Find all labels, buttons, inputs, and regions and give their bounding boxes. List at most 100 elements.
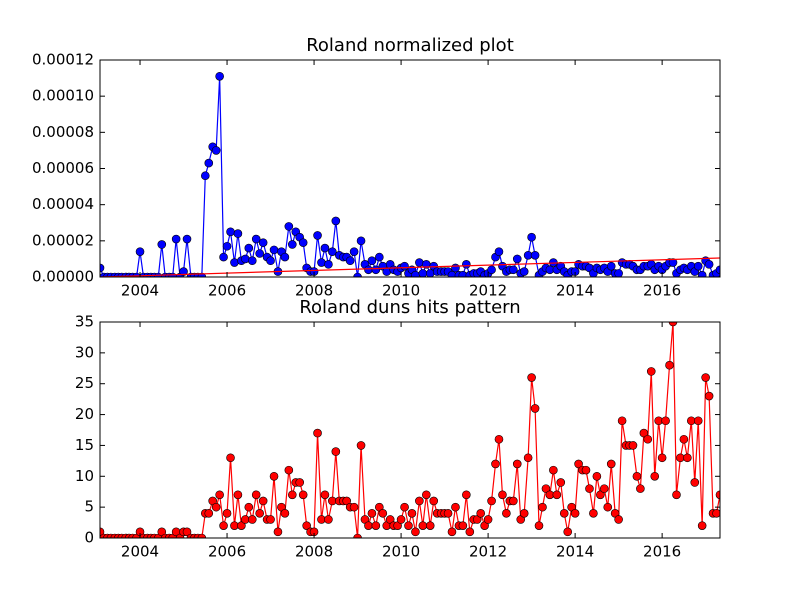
data-point <box>462 490 471 500</box>
x-tick-label: 2004 <box>121 282 159 300</box>
data-point <box>487 496 496 506</box>
data-point <box>284 465 294 475</box>
data-point <box>715 490 720 500</box>
data-point <box>614 269 623 277</box>
data-point <box>258 496 268 506</box>
data-point <box>527 232 536 242</box>
data-point <box>157 240 167 249</box>
data-point <box>672 490 681 500</box>
data-point <box>313 231 322 240</box>
data-point <box>429 496 439 506</box>
data-point <box>135 247 145 256</box>
y-tick-label: 0.00000 <box>32 268 94 286</box>
data-point <box>415 496 424 506</box>
data-point <box>215 71 224 81</box>
data-point <box>364 265 373 275</box>
data-point <box>701 373 710 382</box>
data-point <box>331 447 341 456</box>
data-point <box>476 509 486 518</box>
data-point <box>269 471 279 481</box>
data-line <box>100 76 720 277</box>
data-point <box>182 234 192 244</box>
data-point <box>233 229 243 238</box>
data-point <box>498 490 507 500</box>
data-line <box>100 322 720 538</box>
data-point <box>375 252 384 262</box>
y-tick-label: 0.00008 <box>32 123 94 141</box>
plot-area <box>100 322 720 538</box>
data-point <box>549 465 558 475</box>
data-point <box>657 453 667 463</box>
data-line <box>100 257 720 277</box>
data-point <box>273 527 283 537</box>
data-point <box>712 509 720 518</box>
data-point <box>269 245 279 255</box>
x-tick-label: 2006 <box>208 282 246 300</box>
x-tick-label: 2008 <box>295 543 333 561</box>
x-tick-label: 2010 <box>382 282 420 300</box>
data-point <box>603 502 613 512</box>
data-point <box>353 533 362 538</box>
data-point <box>451 263 460 273</box>
data-point <box>226 453 235 463</box>
data-point <box>693 261 703 271</box>
data-point <box>628 441 638 450</box>
data-point <box>592 471 602 481</box>
data-point <box>530 251 540 260</box>
data-point <box>559 509 569 518</box>
y-tick-label: 25 <box>75 374 94 392</box>
x-tick-label: 2004 <box>121 543 159 561</box>
data-point <box>465 527 475 537</box>
y-tick-label: 30 <box>75 343 94 361</box>
data-point <box>451 502 460 512</box>
data-point <box>589 509 598 518</box>
data-point <box>404 521 413 530</box>
y-tick-label: 0.00012 <box>32 51 94 69</box>
data-point <box>396 515 406 524</box>
data-point <box>519 267 529 276</box>
data-point <box>244 502 254 512</box>
data-point <box>215 490 224 500</box>
data-point <box>247 256 257 266</box>
data-point <box>204 158 214 168</box>
data-point <box>422 490 431 500</box>
data-point <box>668 258 678 267</box>
x-tick-label: 2014 <box>556 543 594 561</box>
data-point <box>400 502 409 512</box>
x-tick-label: 2006 <box>208 543 246 561</box>
data-point <box>204 509 214 518</box>
data-point <box>302 521 311 530</box>
y-tick-label: 0.00006 <box>32 159 94 177</box>
data-point <box>458 521 468 530</box>
y-tick-label: 10 <box>75 467 94 485</box>
data-point <box>715 265 720 275</box>
data-point <box>251 490 261 500</box>
data-point <box>222 509 232 518</box>
y-tick-label: 0.00004 <box>32 195 94 213</box>
data-point <box>345 256 355 266</box>
data-point <box>487 265 496 275</box>
data-point <box>280 509 290 518</box>
y-tick-label: 0 <box>84 529 94 547</box>
data-point <box>284 222 294 231</box>
data-point <box>349 247 359 256</box>
data-point <box>331 216 341 226</box>
data-point <box>298 238 308 247</box>
data-point <box>233 490 243 500</box>
data-point <box>646 367 656 376</box>
x-tick-label: 2012 <box>469 543 507 561</box>
data-point <box>530 404 540 413</box>
data-point <box>447 527 457 537</box>
data-point <box>632 471 642 481</box>
axes-frame <box>99 321 721 539</box>
data-point <box>211 146 221 155</box>
axes-frame <box>99 59 721 278</box>
data-point <box>502 509 511 518</box>
y-tick-label: 35 <box>75 313 94 331</box>
x-tick-label: 2012 <box>469 282 507 300</box>
data-point <box>512 459 522 469</box>
data-point <box>574 459 583 469</box>
data-point <box>247 515 257 524</box>
data-point <box>693 416 703 426</box>
data-point <box>494 247 504 256</box>
